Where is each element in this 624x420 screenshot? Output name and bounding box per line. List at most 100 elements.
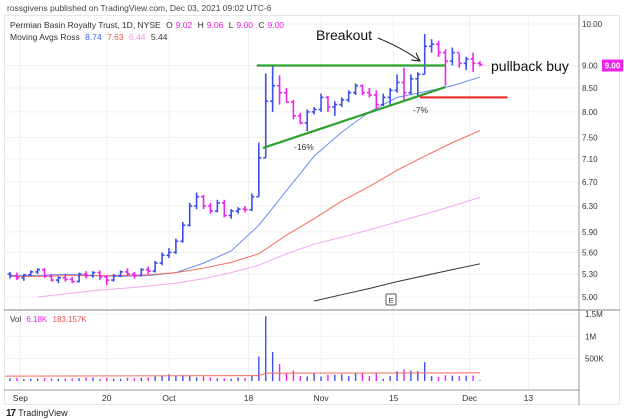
ma4-line <box>314 263 481 302</box>
support-trendline <box>262 86 446 150</box>
ohlc-bar <box>97 270 103 281</box>
ma4-value: 5.44 <box>150 32 168 42</box>
ma1-value: 8.74 <box>85 32 102 42</box>
moving-averages <box>10 76 481 302</box>
ohlc-bar <box>187 202 193 227</box>
open-value: 9.02 <box>175 20 193 30</box>
ohlc-bar <box>401 67 407 100</box>
ohlc-bar <box>449 47 455 66</box>
ohlc-bar <box>422 33 428 76</box>
ohlc-bar <box>297 112 303 125</box>
pullback-label: pullback buy <box>491 58 569 74</box>
ohlc-bar <box>235 207 241 214</box>
ma-legend: Moving Avgs Ross 8.74 7.63 6.44 5.44 <box>10 31 287 43</box>
ohlc-bar <box>48 274 54 282</box>
ohlc-bar <box>325 95 331 112</box>
time-tick-label: 15 <box>389 393 399 403</box>
price-tick-label: 5.90 <box>582 228 598 237</box>
ohlc-bar <box>311 107 317 115</box>
earnings-badge-label: E <box>388 296 393 305</box>
ohlc-bar <box>83 271 89 279</box>
ohlc-bar <box>214 199 220 213</box>
volume-ma-line <box>4 372 481 377</box>
low-value: 9.00 <box>236 20 253 30</box>
close-value: 9.00 <box>267 20 285 30</box>
ohlc-bar <box>55 276 61 284</box>
ohlc-bar <box>470 52 476 73</box>
breakout-label: Breakout <box>316 27 372 43</box>
ma3-line <box>37 196 481 298</box>
ohlc-bar <box>394 74 400 93</box>
ohlc-bar <box>152 260 158 273</box>
price-tick-label: 10.00 <box>582 20 603 29</box>
ohlc-bar <box>270 66 276 112</box>
ohlc-bar <box>14 272 20 281</box>
brand-name: TradingView <box>18 408 68 418</box>
ohlc-bar <box>166 248 172 259</box>
ohlc-bar <box>194 192 200 210</box>
ohlc-bar <box>125 268 130 276</box>
breakout-arrow <box>377 37 421 62</box>
price-tick-label: 5.60 <box>582 248 598 257</box>
time-tick-label: Nov <box>313 393 329 403</box>
ohlc-bar <box>145 266 151 275</box>
time-tick-label: Dec <box>462 393 478 403</box>
ohlc-bar <box>429 39 435 53</box>
ohlc-bar <box>366 88 372 98</box>
ohlc-bar <box>207 202 213 214</box>
ohlc-bar <box>332 101 338 116</box>
ma-title: Moving Avgs Ross <box>10 32 80 42</box>
ohlc-bar <box>131 271 137 279</box>
ma1-line <box>10 76 481 277</box>
ohlc-bar <box>263 73 269 159</box>
footer: 17 TradingView <box>6 408 68 419</box>
price-tick-label: 5.30 <box>582 270 598 279</box>
ohlc-bar <box>76 272 82 283</box>
price-tick-label: 7.10 <box>582 155 598 164</box>
ohlc-bar <box>373 90 379 110</box>
vol-ma-value: 183.157K <box>52 315 87 324</box>
price-bars <box>7 33 483 286</box>
chart-frame <box>4 15 620 405</box>
ohlc-bar <box>318 93 324 112</box>
price-tick-label: 7.50 <box>582 133 598 142</box>
volume-legend: Vol 6.18K 183.157K <box>10 314 90 326</box>
ohlc-bar <box>249 193 255 212</box>
ohlc-bar <box>442 49 448 86</box>
ma2-line <box>10 130 481 277</box>
price-tick-label: 6.70 <box>582 178 598 187</box>
ohlc-bar <box>228 209 234 219</box>
annotations: Breakout pullback buy -16% -7% E <box>256 27 569 306</box>
ohlc-bar <box>436 40 442 57</box>
pct-label-7: -7% <box>413 105 429 115</box>
ohlc-bar <box>21 274 27 281</box>
volume-tick-label: 1M <box>585 332 596 341</box>
time-tick-label: Oct <box>162 393 176 403</box>
last-price-label: 9.00 <box>605 62 621 71</box>
time-tick-label: 13 <box>524 393 534 403</box>
ohlc-bar <box>360 84 365 96</box>
ohlc-bar <box>304 109 310 132</box>
ohlc-bar <box>180 221 186 243</box>
ohlc-bar <box>256 142 262 198</box>
vol-title: Vol <box>10 315 22 324</box>
earnings-badge-icon <box>385 293 397 306</box>
ohlc-bar <box>201 194 207 210</box>
ohlc-bar <box>415 72 421 98</box>
ohlc-bar <box>339 97 345 108</box>
ohlc-bar <box>477 61 483 67</box>
ohlc-bar <box>353 83 359 96</box>
ohlc-bar <box>173 238 179 254</box>
ohlc-bar <box>242 206 248 213</box>
price-tick-label: 5.00 <box>582 293 598 302</box>
ohlc-bar <box>118 270 124 278</box>
ohlc-bar <box>35 268 41 275</box>
time-tick-label: 20 <box>102 393 112 403</box>
price-tick-label: 9.00 <box>582 62 598 71</box>
ohlc-bar <box>290 99 296 120</box>
price-tick-label: 8.00 <box>582 108 598 117</box>
vol-value: 6.18K <box>26 315 48 324</box>
